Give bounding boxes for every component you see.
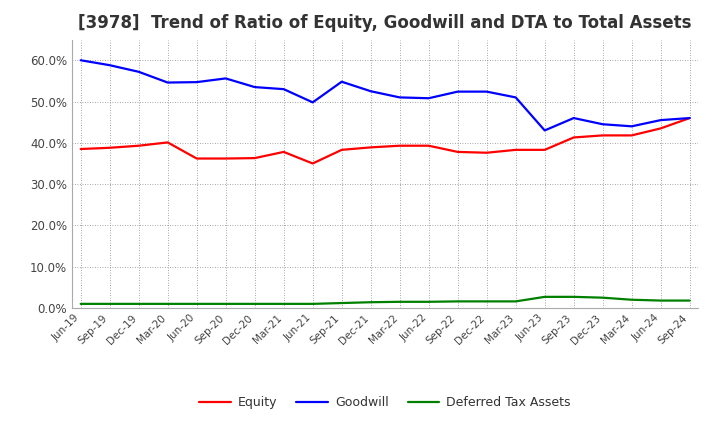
Deferred Tax Assets <box>105 301 114 307</box>
Goodwill <box>685 115 694 121</box>
Equity <box>135 143 143 148</box>
Goodwill <box>482 89 491 94</box>
Equity <box>424 143 433 148</box>
Deferred Tax Assets <box>221 301 230 307</box>
Deferred Tax Assets <box>598 295 607 301</box>
Equity <box>657 126 665 131</box>
Equity <box>221 156 230 161</box>
Equity <box>454 149 462 154</box>
Equity <box>511 147 520 153</box>
Legend: Equity, Goodwill, Deferred Tax Assets: Equity, Goodwill, Deferred Tax Assets <box>194 392 576 414</box>
Deferred Tax Assets <box>657 298 665 303</box>
Goodwill <box>279 87 288 92</box>
Goodwill <box>251 84 259 90</box>
Equity <box>338 147 346 153</box>
Goodwill <box>163 80 172 85</box>
Deferred Tax Assets <box>279 301 288 307</box>
Deferred Tax Assets <box>76 301 85 307</box>
Goodwill <box>135 69 143 74</box>
Goodwill <box>454 89 462 94</box>
Deferred Tax Assets <box>482 299 491 304</box>
Deferred Tax Assets <box>163 301 172 307</box>
Equity <box>366 145 375 150</box>
Goodwill <box>511 95 520 100</box>
Goodwill <box>338 79 346 84</box>
Goodwill <box>192 80 201 85</box>
Equity <box>163 140 172 145</box>
Equity <box>598 133 607 138</box>
Deferred Tax Assets <box>454 299 462 304</box>
Goodwill <box>76 58 85 63</box>
Equity <box>685 115 694 121</box>
Goodwill <box>541 128 549 133</box>
Equity <box>251 155 259 161</box>
Equity <box>279 149 288 154</box>
Deferred Tax Assets <box>366 300 375 305</box>
Title: [3978]  Trend of Ratio of Equity, Goodwill and DTA to Total Assets: [3978] Trend of Ratio of Equity, Goodwil… <box>78 15 692 33</box>
Equity <box>308 161 317 166</box>
Goodwill <box>366 88 375 94</box>
Equity <box>570 135 578 140</box>
Goodwill <box>657 117 665 123</box>
Line: Deferred Tax Assets: Deferred Tax Assets <box>81 297 690 304</box>
Deferred Tax Assets <box>308 301 317 307</box>
Line: Goodwill: Goodwill <box>81 60 690 130</box>
Deferred Tax Assets <box>541 294 549 300</box>
Deferred Tax Assets <box>511 299 520 304</box>
Goodwill <box>105 62 114 68</box>
Equity <box>541 147 549 153</box>
Equity <box>395 143 404 148</box>
Goodwill <box>308 100 317 105</box>
Deferred Tax Assets <box>627 297 636 302</box>
Equity <box>105 145 114 150</box>
Line: Equity: Equity <box>81 118 690 164</box>
Deferred Tax Assets <box>570 294 578 300</box>
Goodwill <box>570 115 578 121</box>
Deferred Tax Assets <box>685 298 694 303</box>
Goodwill <box>598 121 607 127</box>
Deferred Tax Assets <box>192 301 201 307</box>
Goodwill <box>395 95 404 100</box>
Deferred Tax Assets <box>338 301 346 306</box>
Equity <box>482 150 491 155</box>
Deferred Tax Assets <box>135 301 143 307</box>
Goodwill <box>424 95 433 101</box>
Equity <box>76 147 85 152</box>
Deferred Tax Assets <box>251 301 259 307</box>
Goodwill <box>627 124 636 129</box>
Deferred Tax Assets <box>424 299 433 304</box>
Equity <box>192 156 201 161</box>
Deferred Tax Assets <box>395 299 404 304</box>
Equity <box>627 133 636 138</box>
Goodwill <box>221 76 230 81</box>
